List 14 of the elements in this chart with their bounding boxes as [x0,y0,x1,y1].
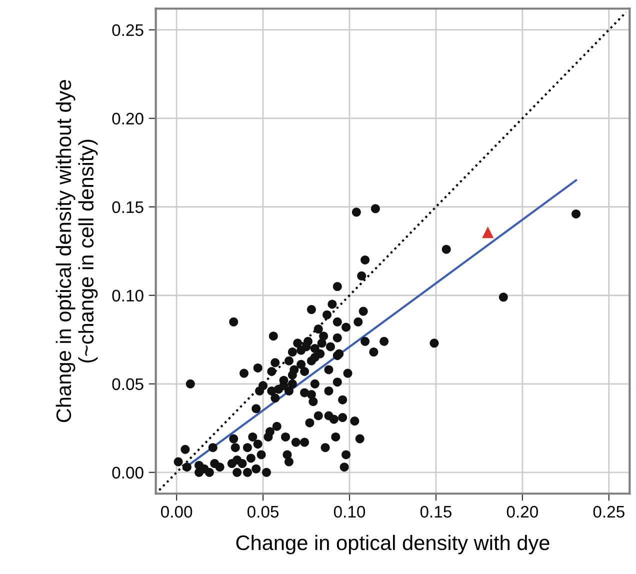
x-tick-label: 0.25 [593,506,624,518]
y-tick-label: 0.00 [112,466,144,479]
x-tick-label: 0.20 [506,506,538,518]
y-tick-label: 0.10 [112,290,144,302]
x-tick-label: 0.15 [420,506,452,518]
y-tick-label: 0.05 [112,378,144,390]
x-axis-title: Change in optical density with dye [236,534,550,554]
y-tick-label: 0.15 [112,201,144,214]
y-tick-label: 0.25 [112,24,144,36]
y-axis-title: Change in optical density without dye (~change in cell density) [56,80,98,422]
x-tick-label: 0.05 [247,506,279,518]
y-tick-label: 0.20 [112,112,144,125]
x-tick-label: 0.10 [334,506,366,518]
x-tick-label: 0.00 [161,506,192,518]
